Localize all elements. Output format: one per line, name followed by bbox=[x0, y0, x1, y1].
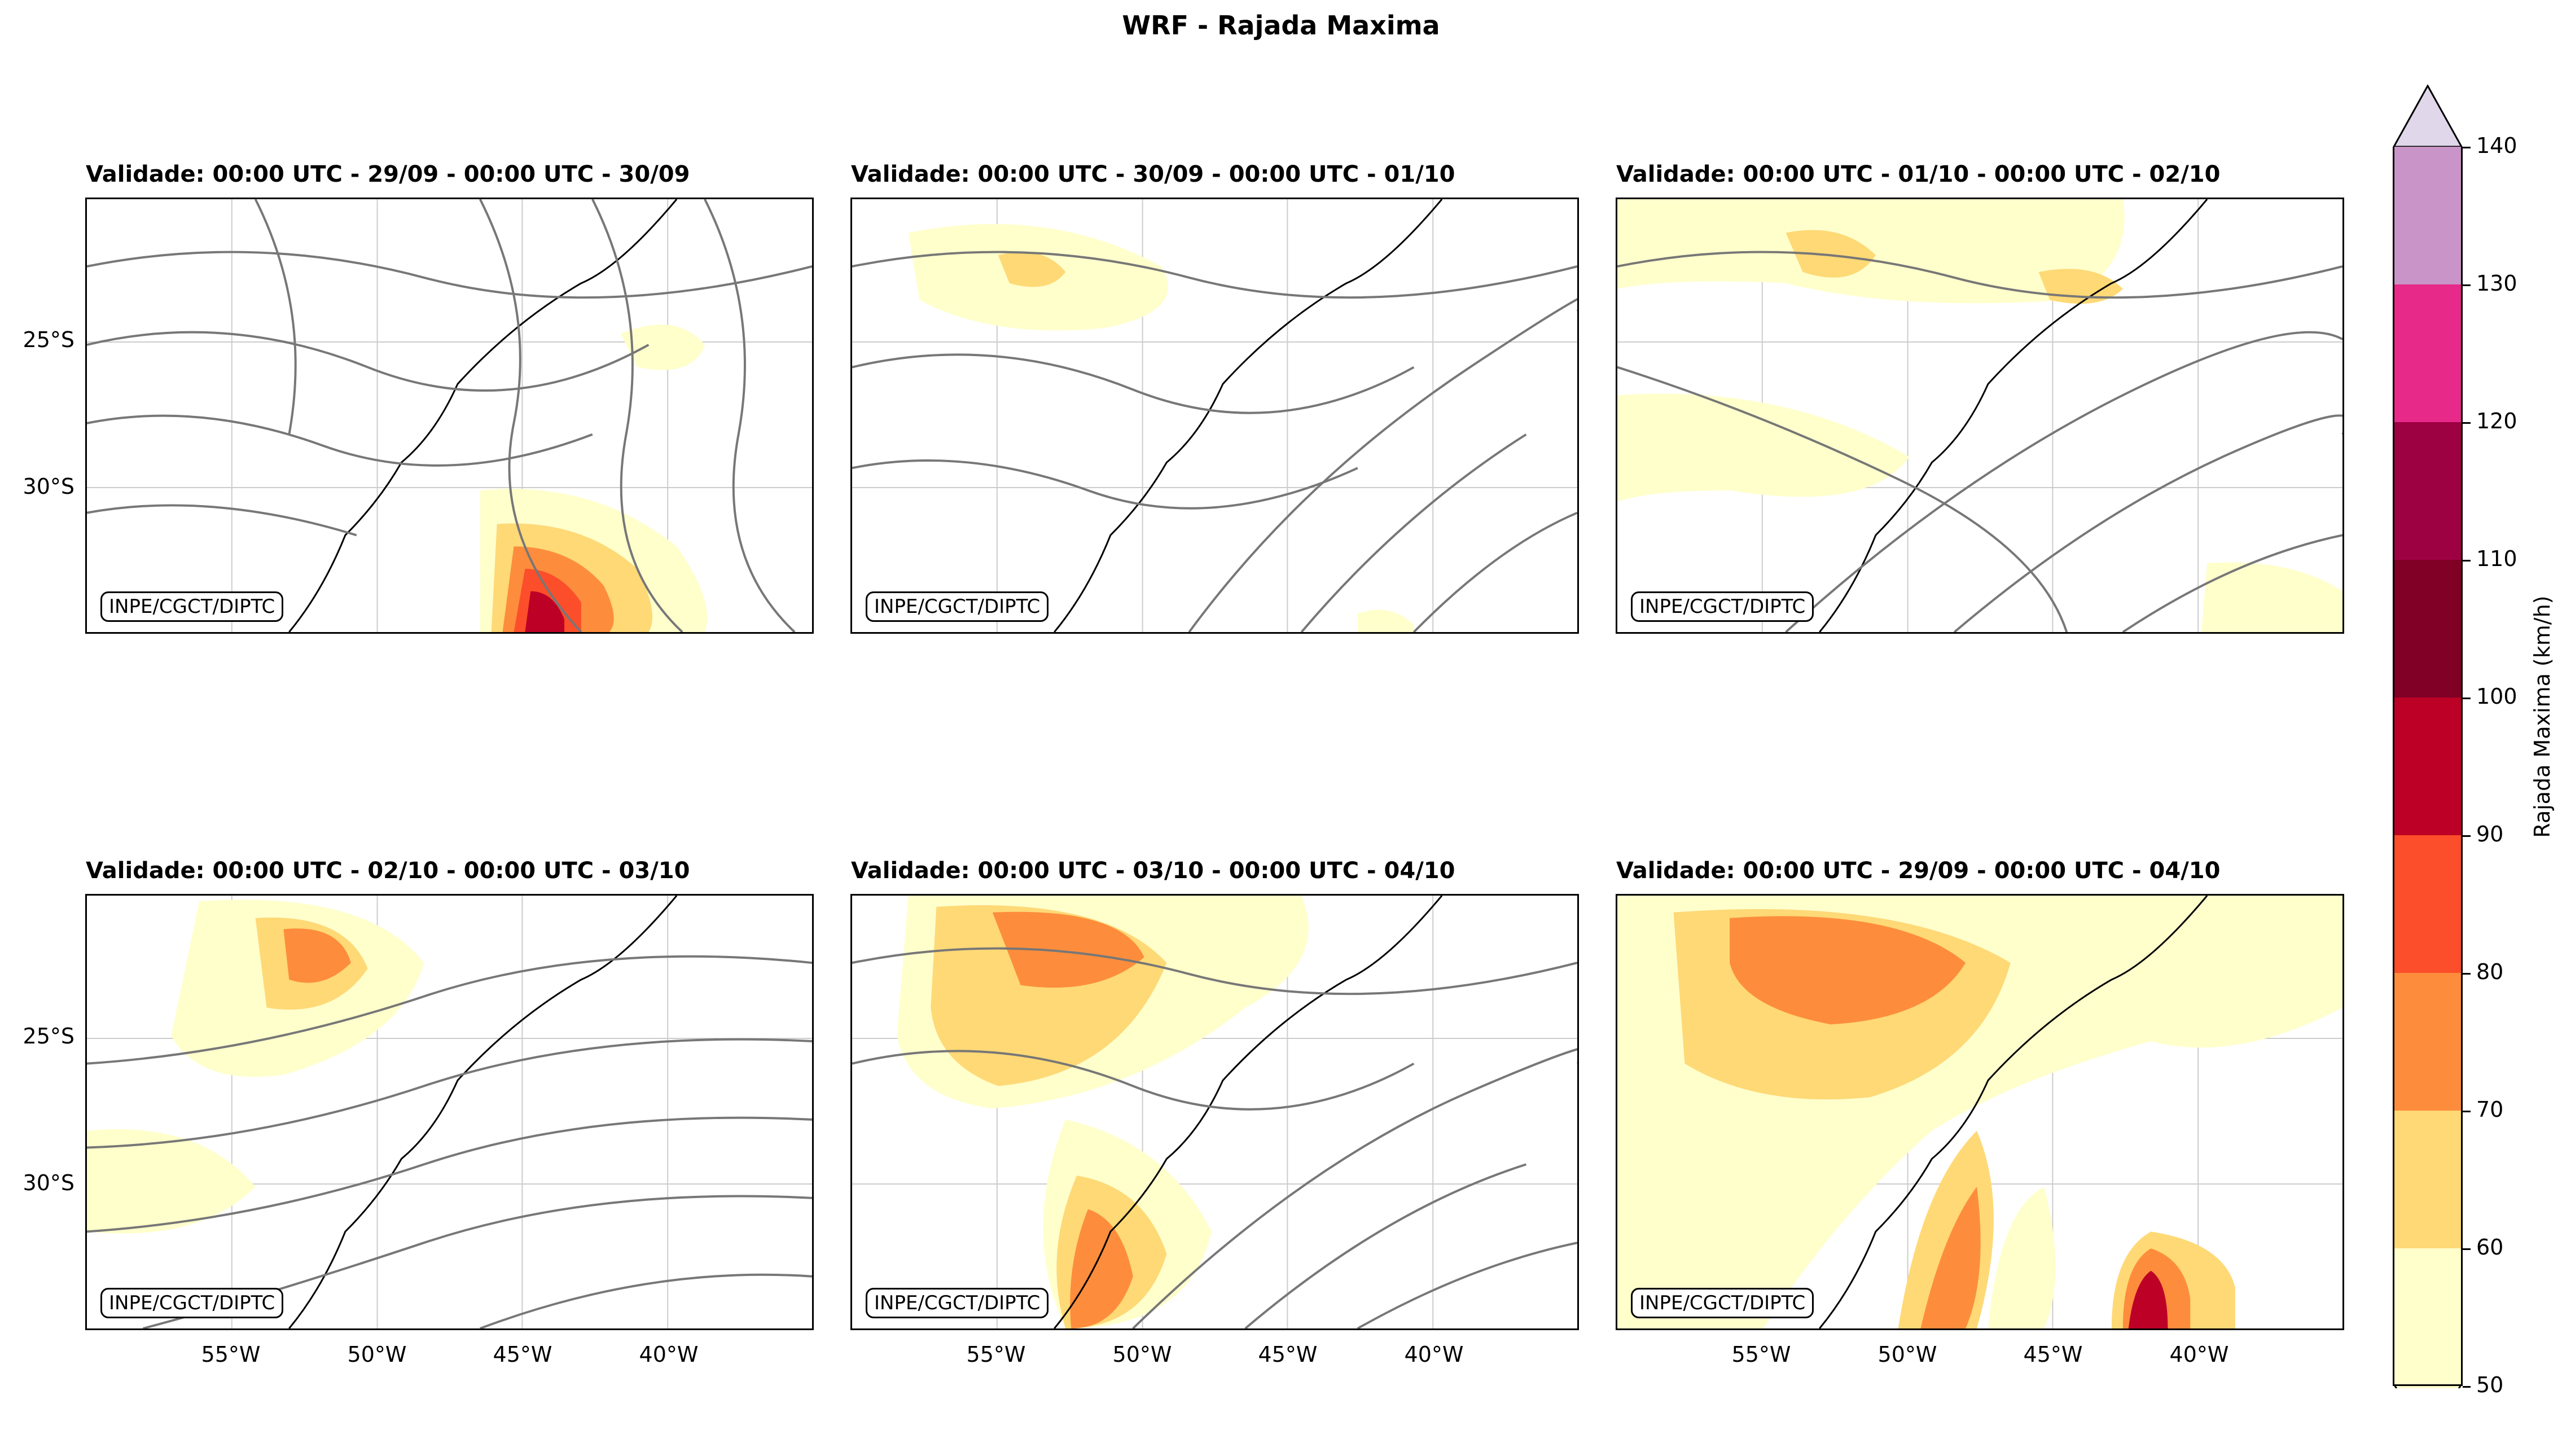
panel-1-map: INPE/CGCT/DIPTC bbox=[85, 198, 814, 634]
panel-6-credit: INPE/CGCT/DIPTC bbox=[1631, 1288, 1814, 1318]
panel-3-map-graphic bbox=[1617, 199, 2342, 632]
lon-label-p5-45w: 45°W bbox=[1258, 1342, 1318, 1367]
panel-5-credit: INPE/CGCT/DIPTC bbox=[866, 1288, 1049, 1318]
colorbar-seg-130-140 bbox=[2393, 147, 2463, 284]
lon-label-p5-40w: 40°W bbox=[1404, 1342, 1464, 1367]
colorbar-tick-100: 100 bbox=[2463, 684, 2517, 709]
panel-2-title: Validade: 00:00 UTC - 30/09 - 00:00 UTC … bbox=[851, 161, 1455, 187]
colorbar-seg-70-80 bbox=[2393, 973, 2463, 1111]
panel-3-credit: INPE/CGCT/DIPTC bbox=[1631, 591, 1814, 622]
colorbar-tick-80: 80 bbox=[2463, 959, 2503, 984]
panel-4-credit: INPE/CGCT/DIPTC bbox=[100, 1288, 284, 1318]
colorbar-top-triangle bbox=[2393, 85, 2463, 148]
colorbar bbox=[2393, 85, 2463, 1388]
panel-5-title: Validade: 00:00 UTC - 03/10 - 00:00 UTC … bbox=[851, 858, 1455, 884]
lon-label-p4-45w: 45°W bbox=[493, 1342, 552, 1367]
panel-6-map-graphic bbox=[1617, 896, 2342, 1328]
colorbar-tick-60: 60 bbox=[2463, 1235, 2503, 1260]
colorbar-label: Rajada Maxima (km/h) bbox=[2530, 595, 2555, 838]
panel-3-map: INPE/CGCT/DIPTC bbox=[1616, 198, 2344, 634]
panel-2-map-graphic bbox=[852, 199, 1577, 632]
panel-5-map-graphic bbox=[852, 896, 1577, 1328]
colorbar-tick-140: 140 bbox=[2463, 133, 2517, 158]
lon-label-p6-55w: 55°W bbox=[1731, 1342, 1791, 1367]
colorbar-tick-90: 90 bbox=[2463, 822, 2503, 847]
panel-4-title: Validade: 00:00 UTC - 02/10 - 00:00 UTC … bbox=[86, 858, 690, 884]
colorbar-seg-110-120 bbox=[2393, 422, 2463, 560]
panel-2-credit: INPE/CGCT/DIPTC bbox=[866, 591, 1049, 622]
panel-3-title: Validade: 00:00 UTC - 01/10 - 00:00 UTC … bbox=[1616, 161, 2221, 187]
colorbar-seg-60-70 bbox=[2393, 1111, 2463, 1248]
colorbar-tick-130: 130 bbox=[2463, 271, 2517, 296]
lon-label-p5-55w: 55°W bbox=[966, 1342, 1026, 1367]
lon-label-p5-50w: 50°W bbox=[1112, 1342, 1172, 1367]
panel-1-map-graphic bbox=[87, 199, 812, 632]
colorbar-tick-110: 110 bbox=[2463, 546, 2517, 571]
lon-label-p6-45w: 45°W bbox=[2023, 1342, 2083, 1367]
panel-4-map: INPE/CGCT/DIPTC bbox=[85, 894, 814, 1330]
lon-label-p4-55w: 55°W bbox=[201, 1342, 261, 1367]
figure-title: WRF - Rajada Maxima bbox=[1122, 10, 1440, 41]
panel-4-map-graphic bbox=[87, 896, 812, 1328]
colorbar-seg-90-100 bbox=[2393, 698, 2463, 835]
lat-label-30s-bottom: 30°S bbox=[23, 1170, 74, 1195]
colorbar-tick-70: 70 bbox=[2463, 1097, 2503, 1122]
lon-label-p4-50w: 50°W bbox=[347, 1342, 407, 1367]
colorbar-tick-50: 50 bbox=[2463, 1372, 2503, 1397]
colorbar-seg-80-90 bbox=[2393, 835, 2463, 973]
panel-5-map: INPE/CGCT/DIPTC bbox=[850, 894, 1579, 1330]
lon-label-p4-40w: 40°W bbox=[639, 1342, 699, 1367]
panel-1-title: Validade: 00:00 UTC - 29/09 - 00:00 UTC … bbox=[86, 161, 690, 187]
lon-label-p6-40w: 40°W bbox=[2169, 1342, 2229, 1367]
lat-label-30s-top: 30°S bbox=[23, 474, 74, 499]
panel-2-map: INPE/CGCT/DIPTC bbox=[850, 198, 1579, 634]
lon-label-p6-50w: 50°W bbox=[1877, 1342, 1937, 1367]
colorbar-tick-120: 120 bbox=[2463, 409, 2517, 433]
panel-6-map: INPE/CGCT/DIPTC bbox=[1616, 894, 2344, 1330]
lat-label-25s-top: 25°S bbox=[23, 327, 74, 352]
colorbar-seg-120-130 bbox=[2393, 284, 2463, 422]
panel-6-title: Validade: 00:00 UTC - 29/09 - 00:00 UTC … bbox=[1616, 858, 2221, 884]
colorbar-seg-50-60 bbox=[2393, 1248, 2463, 1386]
colorbar-seg-100-110 bbox=[2393, 560, 2463, 698]
lat-label-25s-bottom: 25°S bbox=[23, 1024, 74, 1049]
panel-1-credit: INPE/CGCT/DIPTC bbox=[100, 591, 284, 622]
